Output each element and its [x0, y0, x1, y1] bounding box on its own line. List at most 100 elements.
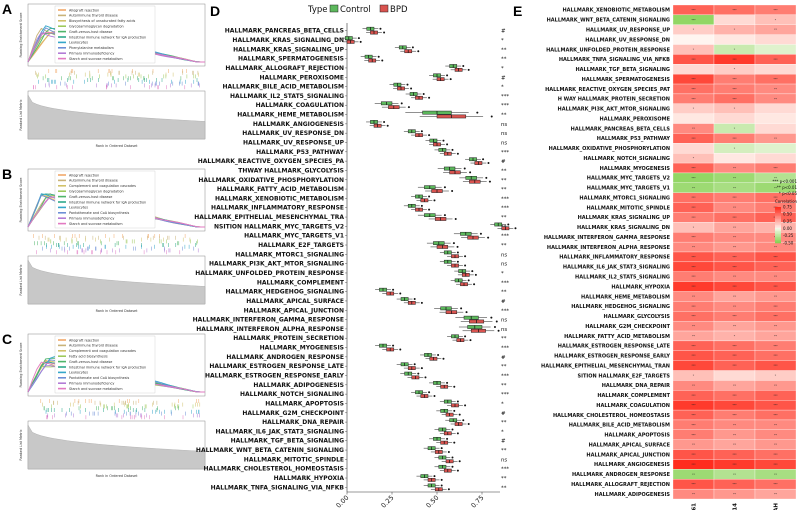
heatmap-cell	[754, 153, 797, 164]
outlier-point	[359, 40, 362, 43]
significance-label: **	[501, 178, 507, 184]
legend-title: Type	[307, 5, 328, 15]
rank-metric-area	[27, 259, 206, 305]
outlier-point	[440, 478, 443, 481]
cell-significance: ***	[691, 344, 696, 348]
cell-significance: *	[734, 67, 736, 71]
heatmap-row-label: HALLMARK_OXIDATIVE_PHOSPHORYLATION	[549, 146, 670, 152]
cell-significance: *	[693, 107, 695, 111]
significance-label: ***	[501, 150, 509, 156]
significance-label: ns	[501, 141, 507, 147]
category-label: HALLMARK_IL6_JAK_STAT3_SIGNALING	[216, 428, 345, 435]
cell-significance: ***	[732, 8, 737, 12]
heatmap-row-label: HALLMARK_APICAL_SURFACE	[589, 442, 671, 448]
legend-label-bpd: BPD	[390, 5, 408, 15]
category-label: HALLMARK_KRAS_SIGNALING_UP	[233, 46, 344, 53]
category-label: HALLMARK_PROTEIN_SECRETION	[233, 335, 344, 342]
heatmap-cell	[672, 64, 715, 75]
outlier-point	[479, 232, 482, 235]
heatmap-row-label: HALLMARK_UNFOLDED_PROTEIN_RESPONSE	[546, 47, 671, 53]
heatmap-cell	[713, 14, 756, 25]
outlier-point	[469, 171, 472, 174]
gsea-panel-b: B Running Enrichment Score Allograft rejec…	[2, 166, 206, 313]
heatmap-row-label: HALLMARK_REACTIVE_OXYGEN_SPECIES_PAT	[545, 87, 671, 93]
cell-significance: **	[774, 443, 777, 447]
cell-significance: ***	[732, 364, 737, 368]
cell-significance: *	[775, 18, 777, 22]
gsea-legend-label: Allograft rejection	[69, 338, 99, 342]
cell-significance: **	[774, 176, 777, 180]
cell-significance: **	[733, 186, 736, 190]
heatmap-cell	[713, 113, 756, 124]
outlier-point	[446, 74, 449, 77]
heatmap-row-label: HALLMARK_GLYCOLYSIS	[604, 314, 671, 320]
category-label: HALLMARK_PANCREAS_BETA_CELLS	[225, 28, 344, 35]
gsea-legend-label: Starch and sucrose metabolism	[69, 57, 123, 61]
gsea-legend-label: Graft-versus-host disease	[69, 360, 112, 364]
cell-significance: ***	[691, 453, 696, 457]
category-label: NSITION HALLMARK_MYC_TARGETS_V2	[214, 223, 344, 230]
category-label: HALLMARK_ESTROGEN_RESPONSE_EARLY	[205, 373, 345, 380]
cell-significance: *	[693, 156, 695, 160]
cell-significance: ***	[691, 403, 696, 407]
correlation-legend-step	[775, 210, 781, 212]
outlier-point	[377, 55, 380, 58]
cell-significance: ***	[691, 433, 696, 437]
cell-significance: **	[774, 87, 777, 91]
outlier-point	[456, 469, 459, 472]
cell-significance: ***	[691, 8, 696, 12]
cell-significance: ***	[691, 462, 696, 466]
heatmap-row-label: HALLMARK_APICAL_JUNCTION	[586, 452, 670, 458]
outlier-point	[514, 227, 517, 230]
outlier-point	[493, 326, 496, 328]
boxplot-panel-d: TypeControlBPD0.000.250.500.75ScoreHALLM…	[193, 4, 517, 510]
heatmap-row-label: HALLMARK_P53_PATHWAY	[597, 136, 671, 142]
cell-significance: ***	[773, 393, 778, 397]
gsea-legend-label: Graft-versus-host disease	[69, 30, 112, 34]
heatmap-row-label: HALLMARK_SPERMATOGENESIS	[582, 77, 671, 83]
category-label: HALLMARK_UNFOLDED_PROTEIN_RESPONSE	[195, 270, 344, 277]
cell-significance: **	[733, 245, 736, 249]
heatmap-row-label: HALLMARK_INFLAMMATORY_RESPONSE	[559, 255, 670, 261]
gsea-legend-box	[54, 170, 156, 229]
significance-label: ***	[501, 392, 509, 398]
outlier-point	[443, 214, 446, 217]
significance-label: ns	[501, 327, 507, 333]
significance-label: ns	[501, 252, 507, 258]
outlier-point	[495, 320, 498, 323]
cell-significance: ***	[732, 314, 737, 318]
significance-label: ***	[501, 103, 509, 109]
cell-significance: ***	[773, 462, 778, 466]
cell-significance: ***	[732, 265, 737, 269]
outlier-point	[469, 339, 472, 342]
outlier-point	[456, 245, 459, 248]
cell-significance: ***	[773, 413, 778, 417]
heatmap-row-label: SITION HALLMARK_E2F_TARGETS	[578, 373, 671, 379]
heatmap-row-label: HALLMARK_MTORC1_SIGNALING	[579, 195, 670, 201]
outlier-point	[440, 447, 443, 450]
significance-label: **	[501, 383, 507, 389]
category-label: HALLMARK_TNFA_SIGNALING_VIA_NFKB	[211, 484, 345, 491]
es-axis-label: Running Enrichment Score	[19, 342, 23, 387]
gsea-legend-label: Leukocytes	[69, 206, 88, 210]
significance-label: ns	[501, 122, 507, 128]
es-axis-label: Running Enrichment Score	[19, 12, 23, 57]
significance-label: ***	[501, 196, 509, 202]
heatmap-row-label: HALLMARK_HEDGEHOG_SIGNALING	[571, 304, 670, 310]
category-label: HALLMARK_ANGIOGENESIS	[253, 121, 344, 128]
significance-label: ***	[501, 234, 509, 240]
outlier-point	[417, 372, 420, 375]
gsea-legend-label: Biosynthesis of unsaturated fatty acids	[69, 19, 136, 23]
gsea-legend-box	[54, 5, 156, 64]
outlier-point	[428, 195, 431, 198]
significance-label: #	[501, 411, 506, 417]
cell-significance: **	[733, 206, 736, 210]
es-axis-label: Running Enrichment Score	[19, 177, 23, 222]
category-label: HALLMARK_WNT_BETA_CATENIN_SIGNALING	[196, 447, 344, 454]
outlier-point	[428, 134, 431, 137]
heatmap-cell	[754, 103, 797, 114]
cell-significance: ***	[691, 87, 696, 91]
cell-significance: *	[734, 146, 736, 150]
cell-significance: ***	[691, 77, 696, 81]
category-label: HALLMARK_INFLAMMATORY_RESPONSE	[211, 205, 344, 212]
